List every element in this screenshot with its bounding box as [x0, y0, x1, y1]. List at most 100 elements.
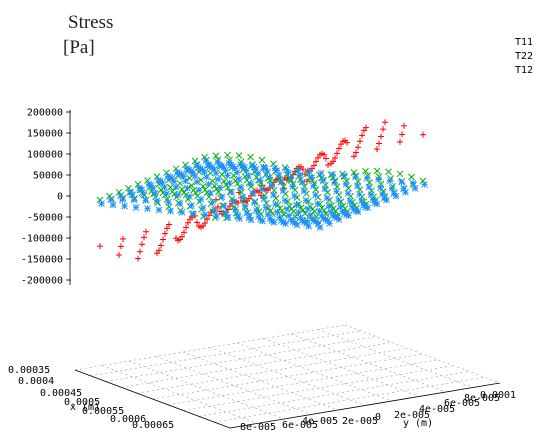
point-t12 [260, 195, 268, 203]
grid-line [121, 342, 392, 388]
point-t12 [272, 200, 279, 208]
point-t11 [143, 228, 149, 235]
point-t12 [354, 208, 362, 216]
point-t12 [316, 223, 324, 231]
point-t12 [293, 221, 301, 229]
y-tick-label: 8e-005 [240, 422, 276, 432]
point-t12 [367, 191, 375, 198]
point-t12 [203, 173, 210, 181]
point-t12 [285, 169, 292, 177]
point-t12 [245, 172, 252, 180]
x-tick-label: 0.0006 [110, 414, 146, 425]
point-t12 [140, 190, 147, 198]
point-t11 [344, 139, 350, 146]
point-t11 [141, 234, 147, 241]
point-t11 [215, 203, 221, 210]
y-tick-label: 2e-005 [394, 410, 430, 421]
point-t22 [157, 186, 165, 194]
point-t11 [363, 124, 369, 131]
point-t11 [334, 150, 340, 157]
base-grid [69, 110, 501, 429]
x-tick-label: 0.00045 [40, 388, 82, 399]
point-t11 [323, 155, 329, 162]
y-axis-line [229, 382, 501, 429]
x-tick-label: 0.00065 [132, 420, 174, 431]
point-t12 [323, 194, 331, 202]
point-t11 [118, 243, 124, 250]
point-t12 [270, 218, 278, 226]
y-tick-label: 6e-005 [282, 420, 318, 431]
x-axis-line [74, 369, 231, 429]
point-t12 [233, 169, 241, 176]
y-axis-label: y (m) [403, 418, 433, 429]
point-t12 [300, 187, 308, 195]
point-t12 [363, 174, 371, 182]
point-t12 [191, 172, 199, 180]
y-tick-label: 4e-005 [419, 404, 455, 415]
point-t12 [176, 200, 184, 208]
point-t12 [377, 184, 384, 192]
point-t11 [235, 199, 241, 206]
point-t11 [179, 233, 185, 240]
point-t12 [289, 183, 296, 190]
point-t11 [374, 146, 380, 153]
point-t11 [321, 151, 327, 158]
point-t12 [375, 176, 382, 183]
point-t12 [109, 201, 117, 209]
point-t11 [194, 219, 200, 226]
point-t11 [116, 252, 122, 259]
point-t11 [181, 229, 187, 236]
point-t22 [408, 173, 415, 181]
point-t12 [262, 204, 270, 211]
point-t11 [97, 243, 103, 250]
point-t12 [277, 178, 285, 186]
point-t11 [164, 225, 170, 232]
point-t12 [312, 191, 319, 199]
point-t12 [149, 184, 157, 192]
point-t12 [190, 210, 197, 217]
point-t12 [295, 209, 302, 216]
point-t11 [183, 224, 189, 231]
point-t22 [212, 152, 220, 160]
y-tick-label: 0 [375, 412, 381, 423]
point-t12 [402, 188, 409, 196]
point-t12 [170, 178, 178, 185]
point-t12 [331, 179, 338, 186]
point-t12 [340, 172, 348, 180]
grid-line [183, 365, 454, 411]
point-t11 [137, 248, 143, 255]
point-t12 [259, 217, 266, 225]
z-tick-label: -50000 [27, 213, 63, 224]
point-t12 [344, 189, 352, 197]
point-t12 [304, 205, 312, 213]
point-t12 [254, 170, 262, 177]
point-t12 [302, 196, 310, 204]
point-t11 [399, 131, 405, 138]
point-t12 [224, 213, 232, 221]
point-t12 [308, 174, 315, 182]
point-t12 [251, 199, 258, 206]
point-t12 [329, 171, 336, 178]
grid-line [198, 371, 470, 417]
point-t22 [258, 156, 266, 164]
point-t12 [199, 204, 207, 212]
point-t12 [213, 212, 220, 220]
point-t12 [383, 196, 390, 204]
point-t12 [174, 191, 182, 199]
z-tick-label: -150000 [21, 255, 63, 266]
point-t11 [376, 140, 382, 147]
point-t12 [306, 211, 314, 219]
point-t12 [107, 196, 115, 204]
grid-line [128, 360, 285, 420]
point-t12 [232, 206, 239, 213]
point-t12 [310, 182, 317, 190]
point-t12 [182, 177, 189, 185]
point-t12 [326, 220, 333, 227]
point-t12 [167, 207, 174, 215]
point-t22 [167, 183, 174, 191]
point-t11 [166, 221, 172, 228]
point-t11 [401, 122, 407, 129]
grid-line [214, 376, 485, 423]
point-t12 [279, 187, 287, 195]
point-t12 [392, 192, 400, 200]
